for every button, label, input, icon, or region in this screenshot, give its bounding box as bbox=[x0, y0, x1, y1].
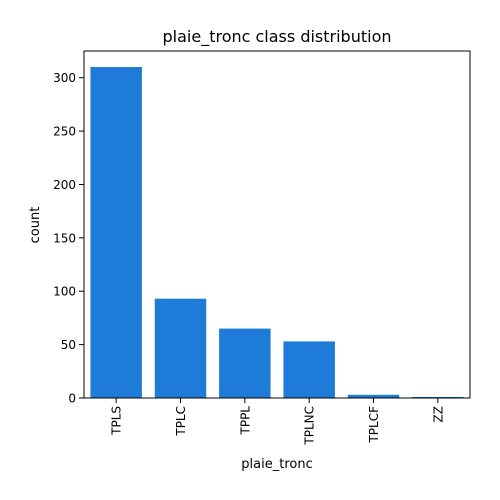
bar-zz bbox=[412, 396, 464, 398]
x-tick-label-tppl: TPPL bbox=[238, 406, 252, 436]
chart-title: plaie_tronc class distribution bbox=[163, 27, 392, 47]
y-axis-label: count bbox=[28, 207, 43, 244]
x-tick-label-zz: ZZ bbox=[431, 406, 445, 422]
x-axis-label: plaie_tronc bbox=[241, 457, 312, 472]
y-axis: 0 50 100 150 200 250 300 bbox=[53, 71, 84, 406]
bars-group bbox=[90, 67, 464, 399]
bar-tppl bbox=[219, 328, 271, 398]
y-tick-label: 200 bbox=[53, 178, 76, 192]
y-tick-label: 250 bbox=[53, 125, 76, 139]
bar-tplcf bbox=[347, 394, 400, 398]
plot-frame bbox=[83, 50, 471, 399]
bar-tpls bbox=[90, 67, 142, 399]
x-tick-label-tpls: TPLS bbox=[110, 406, 124, 436]
x-tick-label-tplc: TPLC bbox=[174, 406, 188, 437]
y-tick-label: 100 bbox=[53, 285, 76, 299]
y-tick-label: 0 bbox=[68, 392, 76, 406]
bar-tplnc bbox=[283, 341, 335, 398]
y-tick-label: 300 bbox=[53, 71, 76, 85]
x-tick-label-tplcf: TPLCF bbox=[367, 406, 381, 444]
bar-tplc bbox=[154, 298, 207, 398]
y-tick-label: 50 bbox=[61, 338, 76, 352]
x-axis: TPLS TPLC TPPL TPLNC TPLCF ZZ bbox=[110, 398, 445, 446]
y-tick-label: 150 bbox=[53, 231, 76, 245]
x-tick-label-tplnc: TPLNC bbox=[303, 406, 317, 446]
